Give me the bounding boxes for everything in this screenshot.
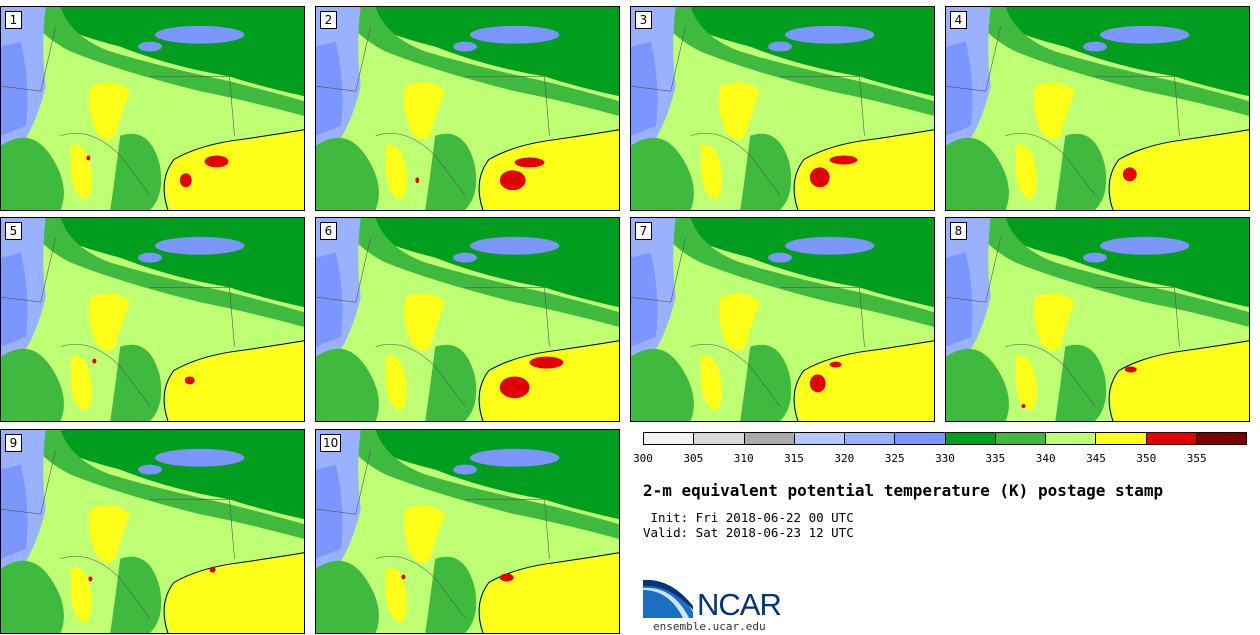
- stamp-map-5: [1, 218, 304, 421]
- hotspot-7-0: [809, 374, 826, 393]
- panel-number: 4: [950, 11, 967, 29]
- hotspot-1-1: [179, 173, 192, 188]
- hotspot-1-2: [86, 155, 91, 161]
- stamp-map-2: [316, 7, 619, 210]
- colorbar-segment-9: [1096, 433, 1147, 444]
- hotspot-3-1: [829, 155, 858, 165]
- colorbar-tick: 315: [784, 452, 804, 465]
- hotspot-8-0: [1124, 366, 1137, 373]
- stamp-map-4: [946, 7, 1249, 210]
- stamp-map-3: [631, 7, 934, 210]
- stamp-map-7: [631, 218, 934, 421]
- stamp-panel-10: 10: [315, 429, 620, 634]
- colorbar-segment-0: [644, 433, 695, 444]
- stamp-panel-1: 1: [0, 6, 305, 211]
- stamp-map-10: [316, 430, 619, 633]
- hotspot-7-1: [829, 361, 842, 368]
- panel-number: 9: [5, 434, 22, 452]
- hotspot-2-1: [514, 157, 545, 168]
- stamp-panel-5: 5: [0, 217, 305, 422]
- stamp-panel-2: 2: [315, 6, 620, 211]
- colorbar-tick: 325: [884, 452, 905, 465]
- colorbar-segment-2: [744, 433, 795, 444]
- hotspot-9-1: [88, 576, 93, 582]
- stamp-panel-8: 8: [945, 217, 1250, 422]
- colorbar-tick: 320: [834, 452, 855, 465]
- hotspot-2-2: [415, 177, 420, 184]
- hotspot-9-0: [209, 566, 216, 573]
- colorbar-segment-5: [895, 433, 946, 444]
- hotspot-10-0: [499, 573, 514, 582]
- plot-title: 2-m equivalent potential temperature (K)…: [643, 481, 1164, 500]
- colorbar-segment-10: [1146, 433, 1197, 444]
- valid-time: Valid: Sat 2018-06-23 12 UTC: [643, 525, 854, 540]
- panel-number: 2: [320, 11, 337, 29]
- hotspot-4-0: [1122, 167, 1137, 182]
- hotspot-8-1: [1021, 404, 1026, 409]
- panel-number: 1: [5, 11, 22, 29]
- panel-number: 3: [635, 11, 652, 29]
- hotspot-6-1: [529, 356, 564, 369]
- panel-number: 7: [635, 222, 652, 240]
- hotspot-2-0: [499, 170, 526, 191]
- colorbar-segment-3: [794, 433, 845, 444]
- colorbar-segment-4: [845, 433, 896, 444]
- colorbar: [643, 432, 1247, 445]
- colorbar-tick: 350: [1136, 452, 1157, 465]
- panel-number: 5: [5, 222, 22, 240]
- init-time: Init: Fri 2018-06-22 00 UTC: [643, 510, 854, 525]
- colorbar-tick: 310: [733, 452, 754, 465]
- ncar-logo-text: NCAR: [697, 587, 782, 622]
- colorbar-tick: 340: [1035, 452, 1056, 465]
- hotspot-5-0: [184, 376, 195, 385]
- stamp-panel-3: 3: [630, 6, 935, 211]
- colorbar-tick: 335: [985, 452, 1006, 465]
- colorbar-segment-7: [995, 433, 1046, 444]
- colorbar-tick: 345: [1086, 452, 1106, 465]
- hotspot-1-0: [204, 155, 229, 168]
- stamp-panel-6: 6: [315, 217, 620, 422]
- panel-number: 6: [320, 222, 337, 240]
- hotspot-10-1: [401, 574, 406, 580]
- stamp-panel-9: 9: [0, 429, 305, 634]
- colorbar-segment-8: [1046, 433, 1097, 444]
- stamp-map-9: [1, 430, 304, 633]
- colorbar-tick: 355: [1186, 452, 1207, 465]
- ncar-logo-icon: [643, 579, 693, 618]
- colorbar-segment-6: [945, 433, 996, 444]
- colorbar-segment-1: [694, 433, 745, 444]
- panel-number: 8: [950, 222, 967, 240]
- colorbar-tick: 305: [683, 452, 704, 465]
- colorbar-tick: 300: [633, 452, 653, 465]
- hotspot-3-0: [809, 167, 830, 188]
- stamp-map-6: [316, 218, 619, 421]
- panel-number: 10: [320, 434, 342, 452]
- hotspot-5-1: [92, 358, 97, 364]
- stamp-map-8: [946, 218, 1249, 421]
- logo-url: ensemble.ucar.edu: [653, 620, 766, 633]
- colorbar-tick: 330: [935, 452, 955, 465]
- colorbar-segment-11: [1196, 433, 1246, 444]
- stamp-panel-4: 4: [945, 6, 1250, 211]
- stamp-panel-7: 7: [630, 217, 935, 422]
- hotspot-6-0: [499, 376, 530, 399]
- stamp-map-1: [1, 7, 304, 210]
